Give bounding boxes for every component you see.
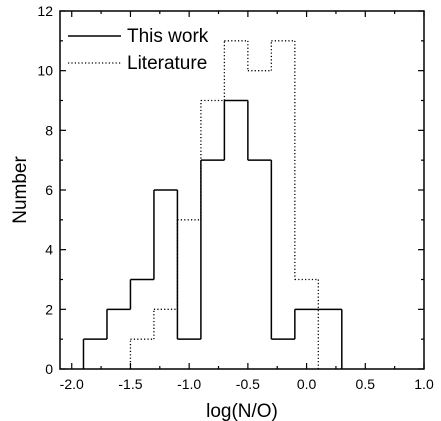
legend: This work Literature <box>68 26 209 74</box>
series-literature <box>129 40 319 369</box>
series-layer <box>82 40 343 369</box>
x-tick-label: 0.0 <box>297 376 317 392</box>
y-tick-label: 8 <box>45 122 53 138</box>
x-tick-label: -1.0 <box>177 376 201 392</box>
series-this-work <box>82 99 343 369</box>
y-axis-label: Number <box>10 156 31 224</box>
x-axis-label: log(N/O) <box>206 401 278 421</box>
legend-label-literature: Literature <box>127 53 207 74</box>
y-tick-label: 4 <box>45 242 53 258</box>
y-tick-label: 2 <box>45 301 53 317</box>
axes-layer: -2.0 -1.5 -1.0 -0.5 0.0 0.5 1.0 0 2 4 6 8 10 12 <box>37 3 434 392</box>
y-tick-label: 6 <box>45 182 53 198</box>
y-tick-label: 0 <box>45 361 53 377</box>
x-tick-label: -2.0 <box>60 376 84 392</box>
x-tick-label: -0.5 <box>236 376 260 392</box>
x-tick-label: -1.5 <box>118 376 142 392</box>
legend-label-this-work: This work <box>127 26 209 47</box>
y-tick-label: 10 <box>37 63 53 79</box>
x-tick-label: 1.0 <box>414 376 434 392</box>
y-tick-label: 12 <box>37 3 53 19</box>
plot-frame <box>59 10 425 370</box>
x-tick-label: 0.5 <box>356 376 376 392</box>
